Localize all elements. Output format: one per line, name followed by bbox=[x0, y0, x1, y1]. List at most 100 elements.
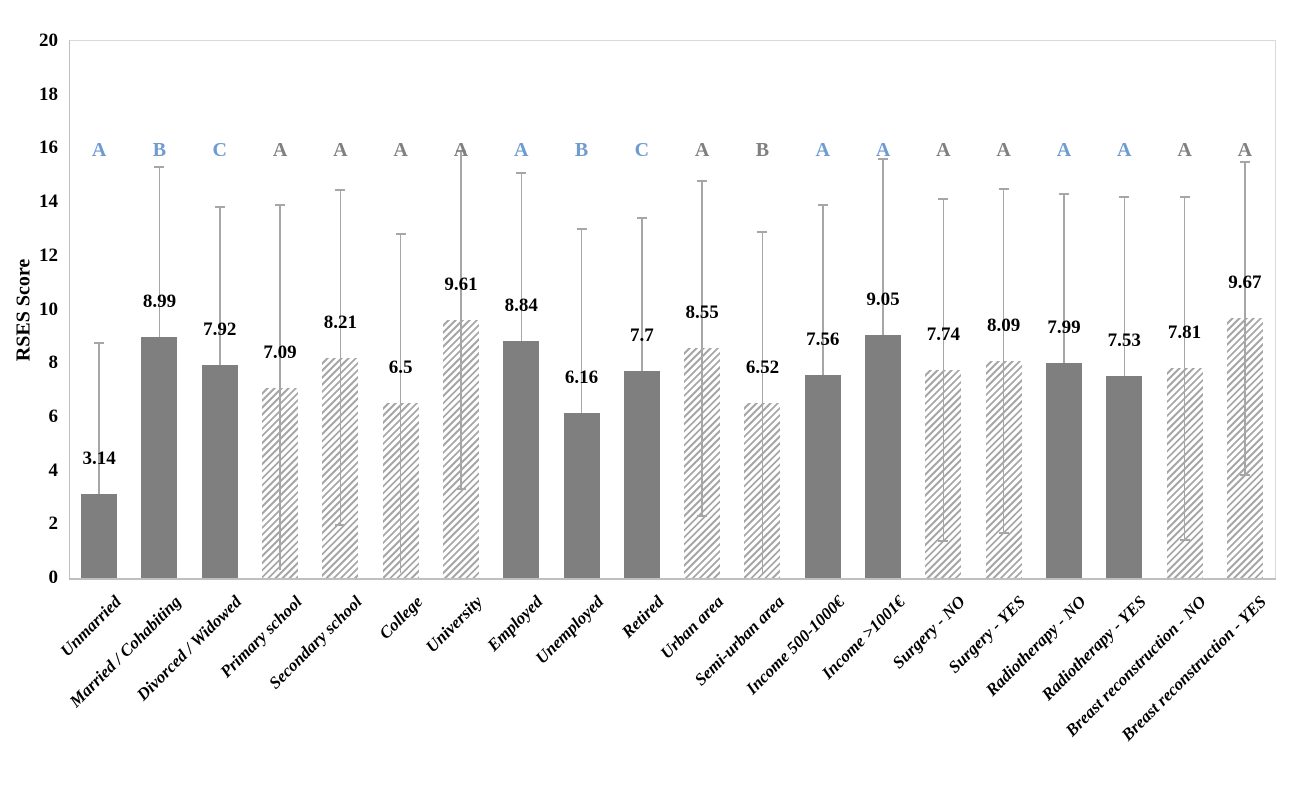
significance-letter-divorced-widowed: C bbox=[212, 139, 227, 161]
significance-letter-secondary-school: A bbox=[333, 139, 348, 161]
significance-letter-semi-urban-area: B bbox=[755, 139, 770, 161]
value-label-radiotherapy-yes: 7.53 bbox=[1107, 329, 1141, 351]
y-tick-label-18: 18 bbox=[39, 83, 58, 105]
error-bar-radiotherapy-yes bbox=[1123, 196, 1125, 376]
significance-letter-university: A bbox=[453, 139, 469, 161]
value-label-retired: 7.7 bbox=[629, 325, 654, 347]
significance-letter-surgery-yes: A bbox=[996, 139, 1011, 161]
value-label-radiotherapy-no: 7.99 bbox=[1047, 317, 1081, 339]
significance-letter-breast-reconstruction-yes: A bbox=[1237, 139, 1253, 161]
value-label-income-500-1000: 7.56 bbox=[806, 329, 840, 350]
bar-married-cohabiting bbox=[141, 336, 178, 578]
significance-letter-urban-area: A bbox=[694, 139, 710, 161]
error-bar-university bbox=[460, 151, 462, 489]
error-bar-cap-top-retired bbox=[636, 217, 647, 220]
error-bar-college bbox=[399, 234, 402, 573]
error-bar-cap-top-urban-area bbox=[697, 179, 708, 182]
error-bar-cap-top-unmarried bbox=[94, 342, 105, 345]
value-label-semi-urban-area: 6.52 bbox=[745, 356, 780, 378]
error-bar-breast-reconstruction-yes bbox=[1244, 161, 1246, 475]
x-axis-label-radiotherapy-yes: Radiotherapy - YES bbox=[1037, 592, 1150, 705]
value-label-income-1001: 9.05 bbox=[866, 289, 900, 310]
bar-income-1001 bbox=[865, 335, 902, 578]
significance-letter-unemployed: B bbox=[574, 139, 589, 161]
error-bar-cap-top-surgery-yes bbox=[998, 187, 1009, 190]
error-bar-cap-bottom-breast-reconstruction-yes bbox=[1239, 473, 1250, 476]
significance-letter-breast-reconstruction-no: A bbox=[1177, 139, 1192, 161]
x-axis-label-married-cohabiting: Married / Cohabiting bbox=[65, 592, 185, 711]
error-bar-married-cohabiting bbox=[158, 167, 161, 337]
significance-letter-radiotherapy-no: A bbox=[1056, 139, 1072, 161]
bar-radiotherapy-yes bbox=[1106, 375, 1143, 578]
error-bar-urban-area bbox=[701, 180, 703, 517]
error-bar-cap-top-breast-reconstruction-yes bbox=[1239, 160, 1250, 163]
y-axis-line bbox=[69, 40, 70, 579]
y-tick-label-12: 12 bbox=[39, 244, 58, 266]
bar-employed bbox=[503, 340, 540, 578]
error-bar-unemployed bbox=[580, 228, 583, 413]
error-bar-divorced-widowed bbox=[219, 207, 221, 366]
value-label-university: 9.61 bbox=[444, 273, 478, 295]
error-bar-unmarried bbox=[98, 343, 100, 494]
value-label-employed: 8.84 bbox=[504, 294, 538, 316]
x-axis-label-university: University bbox=[422, 592, 487, 657]
error-bar-cap-top-college bbox=[395, 233, 406, 236]
significance-letter-primary-school: A bbox=[272, 139, 288, 161]
error-bar-cap-bottom-secondary-school bbox=[335, 524, 346, 527]
y-tick-label-8: 8 bbox=[48, 352, 59, 374]
bar-income-500-1000 bbox=[804, 375, 841, 578]
error-bar-cap-top-radiotherapy-no bbox=[1058, 193, 1069, 196]
error-bar-semi-urban-area bbox=[761, 231, 764, 575]
value-label-divorced-widowed: 7.92 bbox=[203, 319, 237, 341]
significance-letter-income-500-1000: A bbox=[815, 139, 830, 161]
y-tick-label-10: 10 bbox=[39, 298, 58, 320]
y-tick-label-2: 2 bbox=[48, 513, 59, 535]
error-bar-cap-top-radiotherapy-yes bbox=[1119, 195, 1130, 198]
x-axis-label-employed: Employed bbox=[483, 592, 547, 655]
y-tick-label-14: 14 bbox=[39, 191, 58, 213]
x-axis-label-divorced-widowed: Divorced / Widowed bbox=[132, 592, 246, 705]
error-bar-cap-top-married-cohabiting bbox=[154, 166, 165, 169]
error-bar-secondary-school bbox=[339, 190, 342, 526]
error-bar-cap-bottom-university bbox=[455, 487, 466, 490]
error-bar-surgery-no bbox=[942, 199, 945, 541]
error-bar-primary-school bbox=[279, 204, 281, 571]
error-bar-cap-top-primary-school bbox=[275, 203, 286, 206]
plot-border-right bbox=[1275, 40, 1276, 579]
plot-border-top bbox=[69, 40, 1276, 41]
error-bar-cap-top-secondary-school bbox=[335, 189, 346, 192]
significance-letter-surgery-no: A bbox=[936, 139, 951, 161]
significance-letter-retired: C bbox=[634, 139, 650, 161]
error-bar-radiotherapy-no bbox=[1063, 194, 1065, 364]
x-axis-label-college: College bbox=[375, 592, 427, 643]
y-tick-label-16: 16 bbox=[39, 137, 58, 159]
error-bar-breast-reconstruction-no bbox=[1183, 196, 1186, 540]
bar-unmarried bbox=[81, 493, 118, 578]
error-bar-cap-top-divorced-widowed bbox=[214, 206, 225, 209]
value-label-surgery-no: 7.74 bbox=[926, 324, 960, 346]
y-tick-label-20: 20 bbox=[39, 30, 58, 51]
x-axis-label-retired: Retired bbox=[617, 592, 668, 642]
value-label-secondary-school: 8.21 bbox=[323, 311, 357, 333]
value-label-unemployed: 6.16 bbox=[564, 366, 599, 388]
value-label-unmarried: 3.14 bbox=[82, 447, 116, 469]
value-label-college: 6.5 bbox=[388, 357, 413, 379]
value-label-married-cohabiting: 8.99 bbox=[142, 290, 177, 312]
value-label-breast-reconstruction-no: 7.81 bbox=[1167, 322, 1202, 344]
error-bar-employed bbox=[520, 172, 522, 341]
error-bar-cap-top-income-500-1000 bbox=[817, 203, 828, 206]
error-bar-cap-bottom-urban-area bbox=[697, 515, 708, 518]
significance-letter-income-1001: A bbox=[875, 139, 891, 161]
bar-retired bbox=[623, 371, 660, 578]
y-tick-label-4: 4 bbox=[48, 459, 59, 481]
value-label-breast-reconstruction-yes: 9.67 bbox=[1228, 272, 1262, 294]
significance-letter-employed: A bbox=[514, 139, 529, 161]
bar-divorced-widowed bbox=[201, 365, 238, 578]
value-label-surgery-yes: 8.09 bbox=[987, 314, 1021, 336]
error-bar-cap-top-employed bbox=[516, 171, 527, 174]
bar-unemployed bbox=[563, 412, 600, 578]
error-bar-cap-top-university bbox=[455, 150, 466, 153]
error-bar-retired bbox=[641, 218, 643, 372]
error-bar-cap-bottom-surgery-yes bbox=[998, 531, 1009, 534]
